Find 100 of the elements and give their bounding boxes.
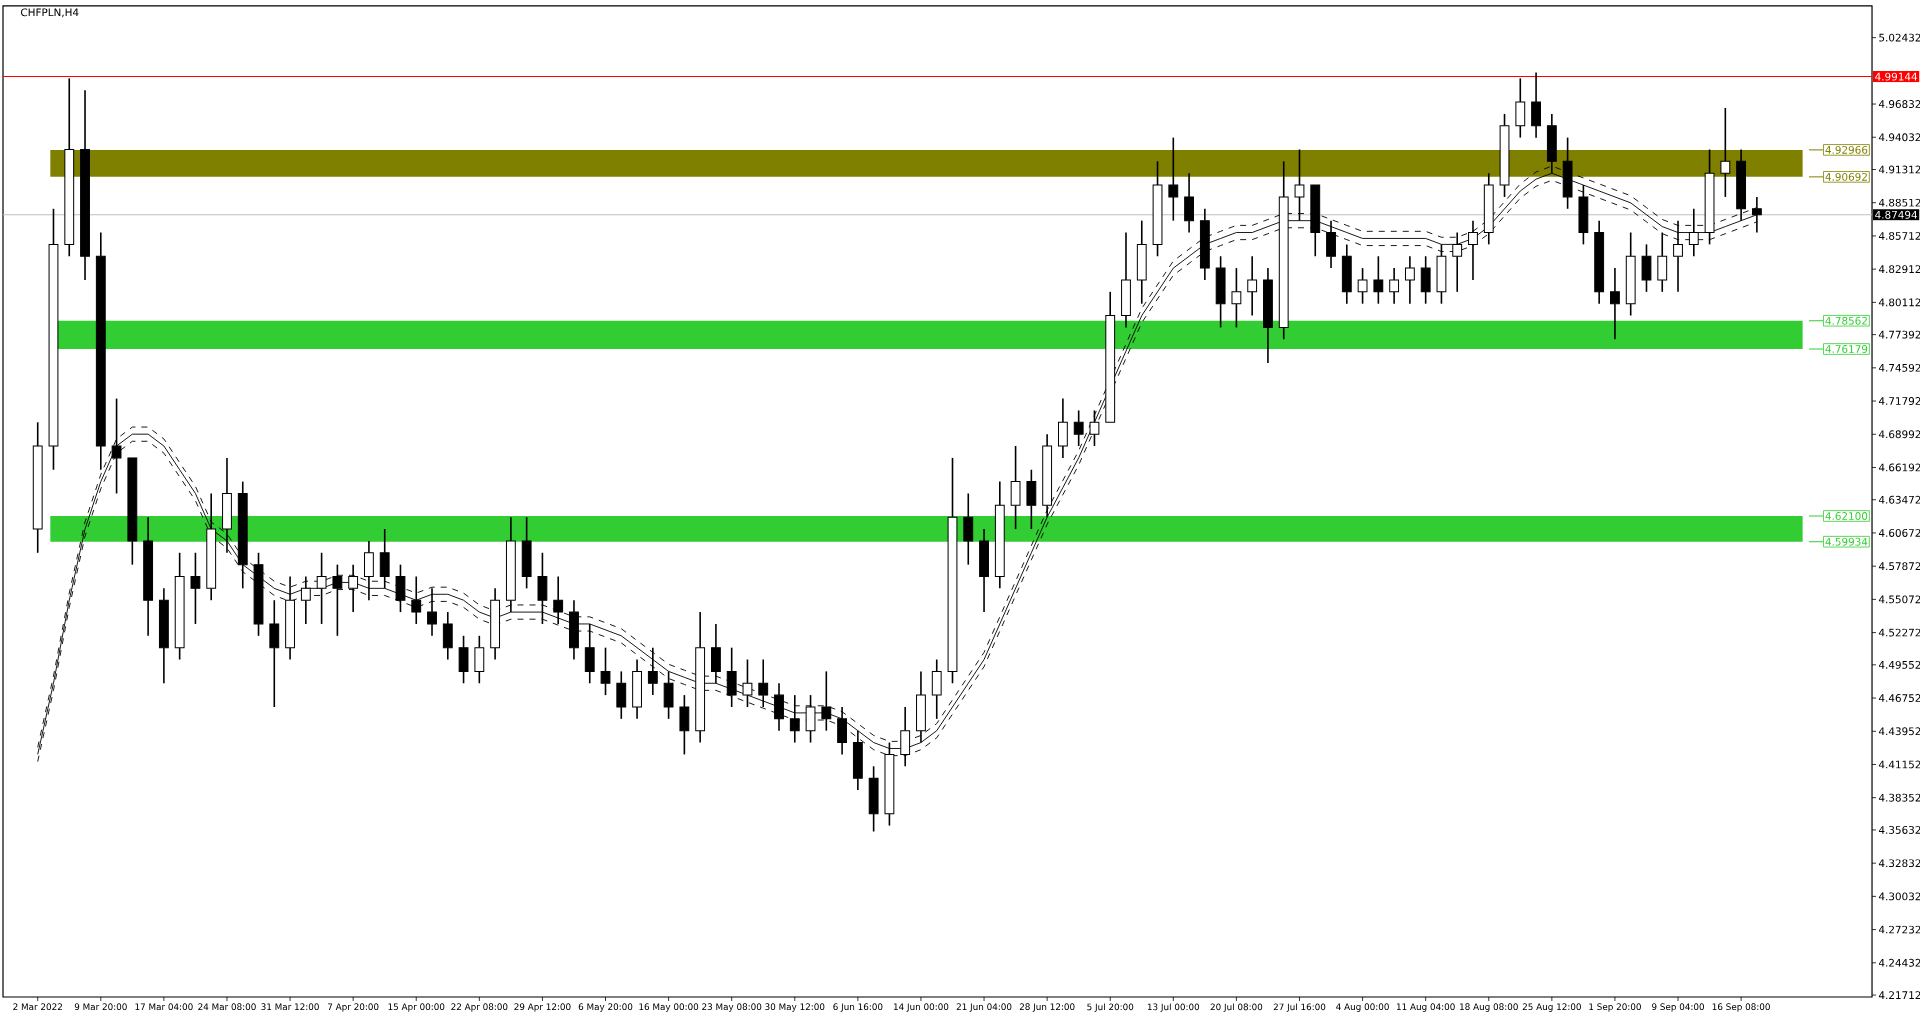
candlestick [427, 587, 437, 637]
x-tick-label: 22 Apr 08:00 [451, 1003, 508, 1012]
y-tick-label: 4.63472 [1878, 495, 1920, 504]
candlestick [269, 599, 280, 708]
chart-title: CHFPLN,H4 [21, 8, 79, 18]
x-tick-label: 25 Aug 12:00 [1522, 1003, 1581, 1012]
candlestick [994, 480, 1005, 590]
candlestick [1263, 267, 1273, 364]
candlestick [1326, 219, 1336, 269]
text: 4.76179 [1825, 345, 1868, 353]
candlestick [442, 611, 453, 661]
x-tick-label: 13 Jul 00:00 [1147, 1003, 1200, 1012]
candlestick [1468, 219, 1478, 281]
y-tick-label: 4.96832 [1878, 100, 1920, 108]
x-tick-label: 30 May 12:00 [765, 1003, 825, 1012]
x-tick-label: 31 Mar 12:00 [261, 1003, 319, 1011]
y-tick-label: 4.24432 [1878, 958, 1920, 967]
candlestick [364, 540, 374, 602]
text: 4.59934 [1825, 537, 1868, 546]
x-tick-label: 2 Mar 2022 [13, 1003, 62, 1011]
y-tick-label: 4.30032 [1878, 892, 1920, 901]
x-tick-label: 18 Aug 08:00 [1460, 1003, 1518, 1012]
candlestick [711, 623, 721, 685]
y-tick-label: 4.77392 [1878, 330, 1920, 339]
x-tick-label: 28 Jun 12:00 [1019, 1003, 1075, 1012]
candlestick [1720, 107, 1731, 198]
candlestick [695, 611, 706, 744]
candlestick [1199, 207, 1210, 281]
ref-line-label: 4.87494 [1875, 210, 1918, 219]
y-tick-label: 4.52272 [1878, 628, 1920, 637]
candlestick [348, 563, 359, 613]
candlestick [316, 551, 327, 625]
y-tick-label: 4.94032 [1878, 133, 1920, 142]
candlestick [111, 397, 122, 495]
candlestick [537, 551, 548, 625]
candlestick [1657, 231, 1668, 293]
candlestick [1247, 255, 1258, 317]
y-tick-label: 4.38352 [1878, 793, 1920, 802]
x-tick-label: 6 Jun 16:00 [833, 1003, 883, 1012]
candlestick [1404, 255, 1415, 305]
x-tick-label: 4 Aug 00:00 [1336, 1003, 1389, 1012]
x-tick-label: 27 Jul 16:00 [1273, 1003, 1326, 1012]
candlestick [490, 587, 501, 661]
y-tick-label: 4.46752 [1878, 694, 1920, 702]
y-tick-label: 4.88512 [1878, 198, 1920, 207]
candlestick [237, 480, 248, 590]
text: 4.78562 [1825, 316, 1867, 325]
x-tick-label: 17 Mar 04:00 [135, 1003, 193, 1011]
candlestick [553, 575, 564, 625]
y-tick-label: 4.49552 [1878, 660, 1920, 669]
candlestick [1452, 231, 1463, 293]
candlestick [1341, 243, 1352, 305]
candlestick [300, 575, 311, 625]
candlestick [143, 516, 154, 637]
y-tick-label: 4.85712 [1878, 232, 1920, 240]
candlestick [616, 670, 627, 720]
candlestick [979, 528, 989, 613]
candlestick [569, 599, 579, 661]
y-tick-label: 4.80112 [1878, 298, 1920, 307]
candlestick [379, 528, 390, 590]
candlestick [1389, 267, 1400, 305]
candlestick [285, 575, 295, 661]
y-tick-label: 4.41152 [1878, 760, 1920, 769]
candlestick [158, 587, 169, 685]
candlestick [95, 231, 106, 471]
text: 4.90692 [1825, 172, 1867, 181]
candlestick [1515, 77, 1526, 139]
y-tick-label: 4.60672 [1878, 529, 1920, 537]
candlestick [1184, 172, 1194, 234]
x-tick-label: 29 Apr 12:00 [514, 1003, 571, 1012]
y-tick-label: 4.91312 [1878, 165, 1920, 174]
candlestick [32, 421, 43, 554]
candlestick [1057, 397, 1068, 459]
candlestick [206, 492, 217, 602]
candlestick [1042, 433, 1053, 518]
candlestick [1010, 445, 1021, 530]
candlestick [80, 89, 90, 281]
candlestick [916, 670, 926, 744]
x-tick-label: 23 May 08:00 [702, 1003, 762, 1012]
y-tick-label: 4.68992 [1878, 430, 1920, 439]
text: 4.62100 [1825, 512, 1868, 520]
x-tick-label: 16 Sep 08:00 [1712, 1003, 1770, 1012]
candlestick [774, 682, 784, 732]
y-tick-label: 4.55072 [1878, 595, 1920, 604]
candlestick [1136, 219, 1147, 305]
candlestick [931, 658, 942, 720]
candlestick [758, 658, 769, 708]
x-tick-label: 21 Jun 04:00 [956, 1003, 1012, 1012]
x-tick-label: 24 Mar 08:00 [198, 1003, 256, 1011]
y-tick-label: 4.82912 [1878, 265, 1920, 274]
x-tick-label: 16 May 00:00 [639, 1003, 699, 1012]
candlestick [64, 77, 75, 258]
x-tick-label: 14 Jun 00:00 [893, 1003, 949, 1012]
candlestick [1610, 267, 1620, 341]
candlestick [48, 207, 59, 471]
text: 4.92966 [1825, 145, 1868, 154]
y-tick-label: 4.71792 [1878, 397, 1920, 405]
y-tick-label: 4.57872 [1878, 562, 1920, 571]
candlestick [963, 492, 974, 566]
candlestick [505, 516, 516, 613]
